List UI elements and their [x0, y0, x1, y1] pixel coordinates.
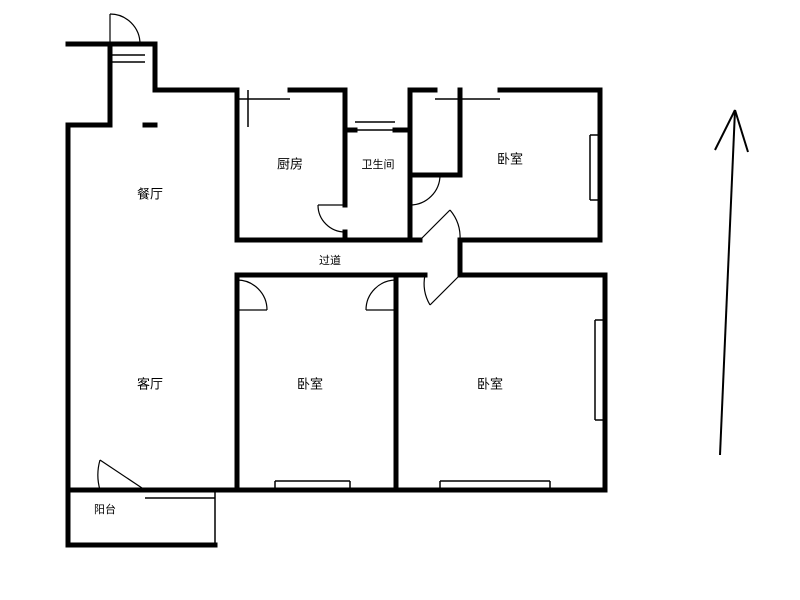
door-arc	[98, 460, 100, 490]
label-corridor: 过道	[319, 253, 341, 267]
label-balcony: 阳台	[94, 502, 116, 516]
compass-line	[715, 110, 735, 150]
door-arc	[450, 210, 460, 240]
door-arc	[366, 280, 396, 310]
floor-plan: 餐厅 厨房 卫生间 卧室 过道 客厅 卧室 卧室 阳台	[0, 0, 800, 600]
door-arc	[237, 280, 267, 310]
label-bed-sw: 卧室	[297, 376, 323, 391]
door-arc	[110, 14, 140, 44]
label-bed-se: 卧室	[477, 376, 503, 391]
doors-group	[98, 14, 460, 490]
label-living: 客厅	[137, 376, 163, 391]
label-kitchen: 厨房	[277, 156, 303, 171]
door-leaf	[430, 275, 460, 305]
compass-line	[735, 110, 748, 152]
compass-arrow	[715, 110, 748, 455]
door-arc	[318, 205, 345, 232]
label-bath: 卫生间	[362, 157, 395, 171]
door-arc	[424, 275, 430, 305]
label-dining: 餐厅	[137, 186, 163, 201]
label-bed-ne: 卧室	[497, 151, 523, 166]
door-leaf	[420, 210, 450, 240]
door-arc	[410, 175, 440, 205]
thin-lines-group	[68, 55, 605, 545]
walls-group	[68, 44, 605, 545]
door-leaf	[100, 460, 145, 490]
compass-line	[720, 110, 735, 455]
